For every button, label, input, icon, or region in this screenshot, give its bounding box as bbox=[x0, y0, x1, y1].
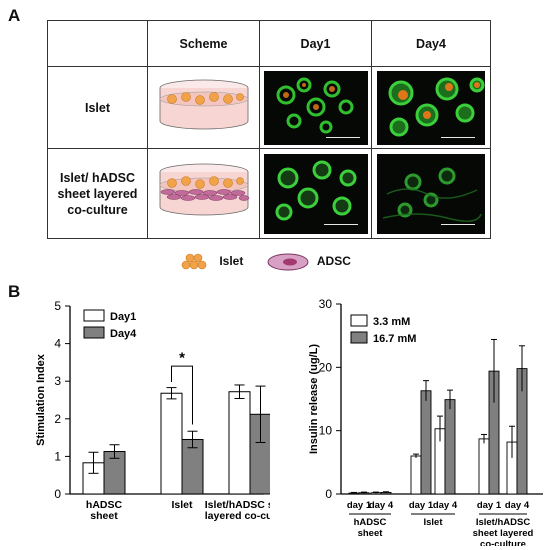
legend-islet: Islet bbox=[176, 251, 243, 273]
micrograph-islet-day1 bbox=[263, 70, 368, 145]
y-tick-label: 20 bbox=[319, 360, 333, 374]
legend-swatch bbox=[83, 326, 105, 339]
panel-a-letter: A bbox=[8, 6, 21, 25]
grid-corner-cell bbox=[47, 20, 148, 67]
panel-b-letter: B bbox=[8, 282, 21, 301]
row-label-islet: Islet bbox=[47, 66, 148, 149]
x-category-label: hADSC bbox=[86, 499, 123, 511]
x-category-label: sheet bbox=[90, 510, 118, 522]
islet-cluster-icon bbox=[181, 253, 207, 270]
legend-swatch bbox=[350, 331, 368, 344]
legend-swatch bbox=[83, 309, 105, 322]
significance-bracket bbox=[171, 365, 193, 425]
x-group-label: co-culture bbox=[480, 539, 526, 546]
y-tick-label: 0 bbox=[54, 487, 61, 501]
row-label-coculture: Islet/ hADSC sheet layered co-culture bbox=[47, 148, 148, 239]
bar bbox=[160, 392, 183, 495]
legend-adsc: ADSC bbox=[266, 251, 351, 273]
bar bbox=[228, 391, 251, 495]
significance-asterisk: * bbox=[179, 349, 185, 366]
y-tick-label: 4 bbox=[54, 337, 61, 351]
x-category-label: day 4 bbox=[369, 500, 394, 511]
legend-label: Day1 bbox=[110, 311, 136, 323]
micrograph-islet-day4-cell bbox=[371, 66, 491, 149]
y-tick-label: 2 bbox=[54, 412, 61, 426]
coculture-day4-image bbox=[382, 167, 482, 225]
y-tick-label: 30 bbox=[319, 297, 333, 311]
y-tick-label: 1 bbox=[54, 449, 61, 463]
x-group-label: sheet bbox=[358, 528, 384, 539]
bar bbox=[478, 438, 490, 495]
legend-label: 3.3 mM bbox=[373, 316, 410, 328]
micrograph-islet-day4 bbox=[377, 70, 485, 145]
header-day4: Day4 bbox=[371, 20, 491, 67]
x-category-label: Islet/hADSC sheet bbox=[205, 499, 270, 511]
x-category-label: Islet bbox=[171, 499, 193, 511]
x-category-label: day 4 bbox=[505, 500, 530, 511]
micrograph-coculture-day4-cell bbox=[371, 148, 491, 239]
x-category-label: layered co-culture bbox=[205, 510, 270, 522]
micrograph-coculture-day1 bbox=[263, 153, 368, 234]
x-category-label: day 1 bbox=[409, 500, 434, 511]
y-tick-label: 0 bbox=[325, 487, 332, 501]
bar bbox=[410, 455, 422, 495]
header-scheme: Scheme bbox=[147, 20, 260, 67]
header-day1: Day1 bbox=[259, 20, 372, 67]
adsc-cell-icon bbox=[267, 253, 309, 271]
scheme-coculture-cell bbox=[147, 148, 260, 239]
legend-label: 16.7 mM bbox=[373, 333, 416, 345]
x-category-label: day 1 bbox=[477, 500, 502, 511]
micrograph-islet-day1-cell bbox=[259, 66, 372, 149]
y-tick-label: 3 bbox=[54, 374, 61, 388]
x-group-label: hADSC bbox=[354, 517, 387, 528]
bar bbox=[444, 399, 456, 495]
scheme-islet-cell bbox=[147, 66, 260, 149]
coculture-day1-image bbox=[275, 160, 358, 225]
scheme-islet-dish bbox=[159, 79, 248, 130]
islet-day4-image bbox=[388, 77, 485, 138]
legend-swatch bbox=[350, 314, 368, 327]
legend-label: Day4 bbox=[110, 328, 137, 340]
islet-day1-image bbox=[276, 77, 360, 138]
x-group-label: sheet layered bbox=[473, 528, 534, 539]
image-grid: Scheme Day1 Day4 Islet bbox=[47, 20, 491, 239]
micrograph-coculture-day4 bbox=[377, 153, 485, 234]
x-category-label: day 1 bbox=[347, 500, 372, 511]
bar bbox=[420, 390, 432, 495]
y-tick-label: 5 bbox=[54, 299, 61, 313]
y-tick-label: 10 bbox=[319, 424, 333, 438]
x-group-label: Islet/hADSC bbox=[476, 517, 531, 528]
legend-islet-label: Islet bbox=[219, 254, 244, 269]
y-axis-label: Stimulation Index bbox=[35, 353, 47, 446]
x-category-label: day 4 bbox=[433, 500, 458, 511]
scheme-coculture-dish bbox=[159, 163, 249, 216]
micrograph-coculture-day1-cell bbox=[259, 148, 372, 239]
x-group-label: Islet bbox=[423, 517, 443, 528]
y-axis-label: Insulin release (ug/L) bbox=[308, 344, 320, 454]
legend-adsc-label: ADSC bbox=[316, 254, 351, 269]
